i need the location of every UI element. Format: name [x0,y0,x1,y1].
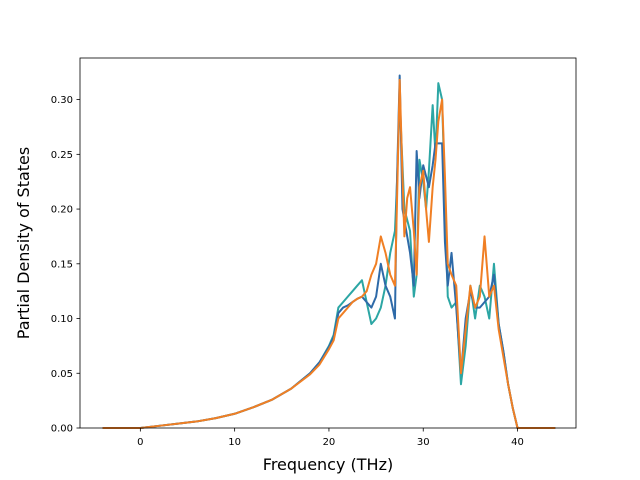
x-tick-label: 30 [417,437,430,448]
series-line-3 [102,78,556,429]
y-tick-label: 0.20 [51,205,73,216]
axes-background [80,58,576,428]
x-tick-label: 10 [228,437,241,448]
x-tick-label: 20 [323,437,336,448]
plot-area [79,57,577,429]
y-axis-label: Partial Density of States [14,147,33,339]
x-axis-label: Frequency (THz) [263,455,393,474]
y-axis-ticks: 0.00 0.05 0.10 0.15 0.20 0.25 0.30 [51,95,80,435]
x-tick-label: 0 [137,437,143,448]
y-tick-label: 0.15 [51,259,73,270]
y-tick-label: 0.05 [51,369,73,380]
axes-frame [79,57,577,429]
y-tick-label: 0.30 [51,95,73,106]
x-tick-label: 40 [511,437,524,448]
series-layer [102,74,556,429]
x-axis-ticks: 0 10 20 30 40 [137,428,524,448]
y-tick-label: 0.10 [51,314,73,325]
y-tick-label: 0.25 [51,150,73,161]
y-tick-label: 0.00 [51,424,73,435]
